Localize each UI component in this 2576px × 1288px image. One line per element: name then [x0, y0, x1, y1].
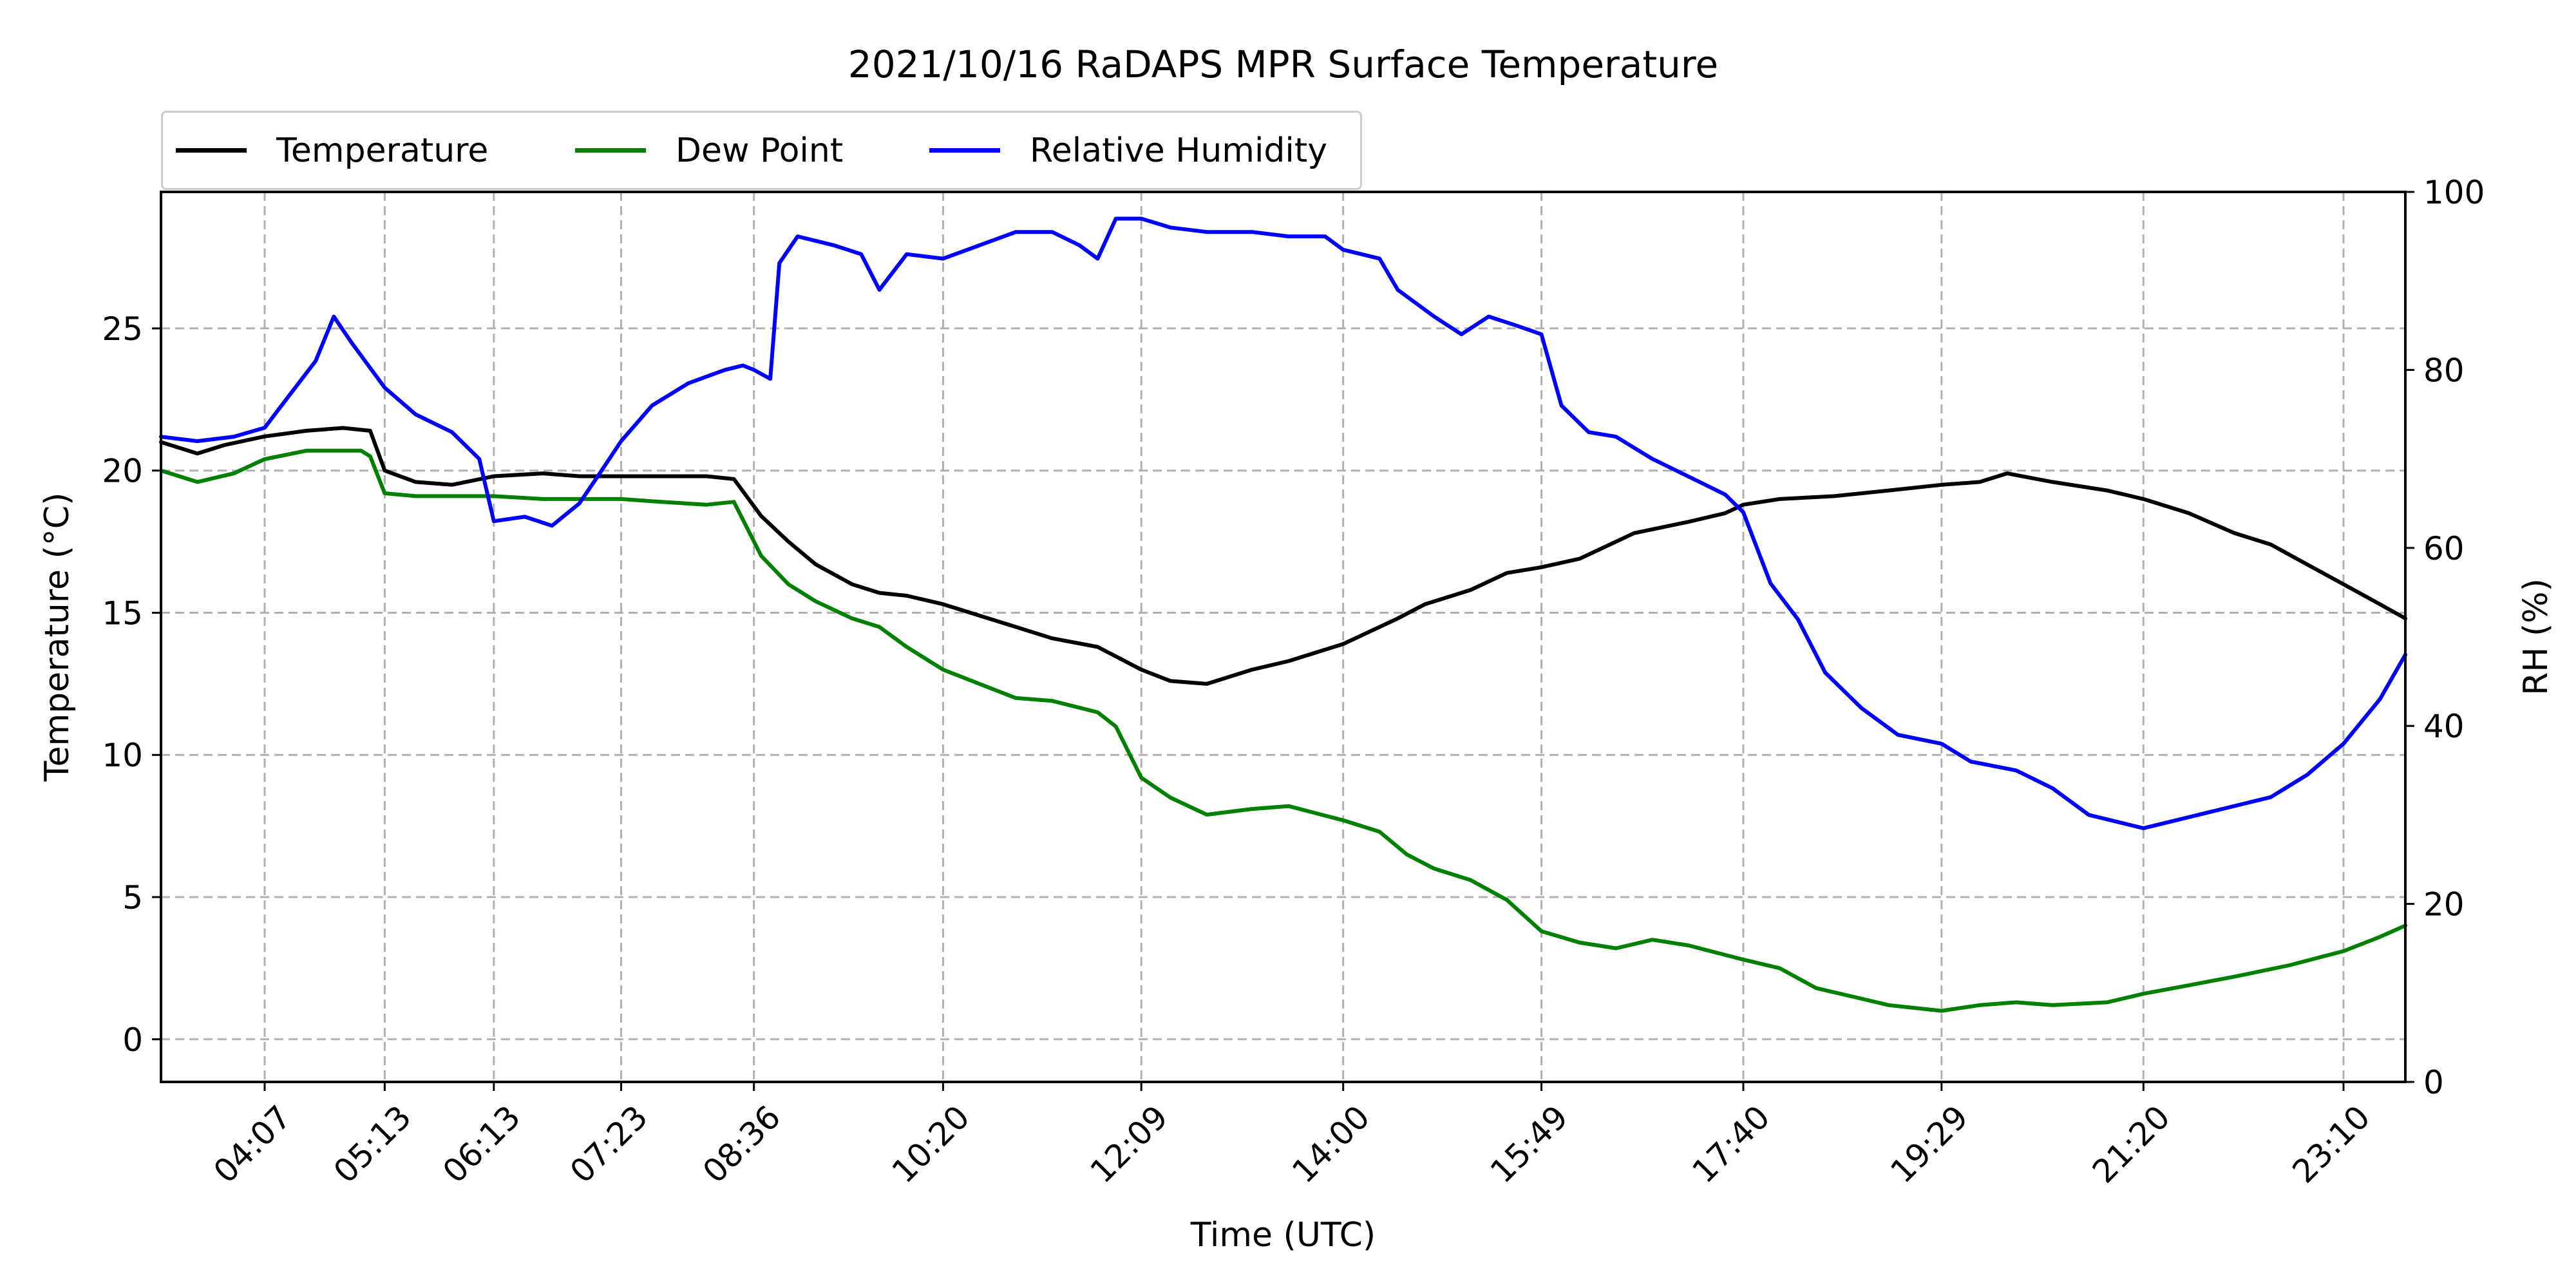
- plot-frame: [161, 192, 2405, 1082]
- x-tick-label: 07:23: [563, 1098, 655, 1190]
- x-tick-label: 19:29: [1883, 1098, 1975, 1190]
- legend-swatch-dew-point: [575, 148, 646, 153]
- y2-axis-label: RH (%): [2517, 578, 2555, 696]
- y2-tick-label: 100: [2423, 174, 2485, 211]
- legend-item-dew-point: Dew Point: [575, 113, 843, 188]
- y-tick-label: 5: [122, 879, 143, 916]
- legend-item-relative-humidity: Relative Humidity: [929, 113, 1327, 188]
- y2-tick-label: 60: [2423, 530, 2465, 567]
- chart-title: 2021/10/16 RaDAPS MPR Surface Temperatur…: [0, 43, 2566, 86]
- x-tick-label: 21:20: [2085, 1098, 2177, 1190]
- x-tick-label: 17:40: [1685, 1098, 1777, 1190]
- y-tick-label: 20: [102, 453, 143, 490]
- y-tick-label: 15: [102, 594, 143, 632]
- legend-swatch-relative-humidity: [929, 148, 1000, 153]
- series-line-temperature: [161, 428, 2405, 684]
- legend-item-temperature: Temperature: [176, 113, 488, 188]
- x-tick-label: 06:13: [435, 1098, 527, 1190]
- legend-swatch-temperature: [176, 148, 247, 153]
- y-axis-label: Temperature (°C): [38, 493, 77, 782]
- x-axis-label: Time (UTC): [1190, 1216, 1376, 1255]
- chart: 04:07 05:13 06:13 07:23 08:36 10:20 12:09 14:00…: [0, 0, 2576, 1288]
- x-tick-label: 14:00: [1285, 1098, 1377, 1190]
- legend-label-dew-point: Dew Point: [676, 131, 843, 170]
- x-tick-label: 08:36: [696, 1098, 788, 1190]
- x-tick-label: 23:10: [2286, 1098, 2378, 1190]
- series-line-dew-point: [161, 451, 2405, 1011]
- y2-tick-label: 40: [2423, 708, 2465, 745]
- y-tick-label: 25: [102, 310, 143, 348]
- x-tick-label: 04:07: [207, 1098, 299, 1190]
- x-tick-label: 12:09: [1083, 1098, 1175, 1190]
- y2-tick-label: 0: [2423, 1064, 2444, 1101]
- legend-label-relative-humidity: Relative Humidity: [1030, 131, 1327, 170]
- x-tick-label: 15:49: [1483, 1098, 1575, 1190]
- x-tick-label: 10:20: [885, 1098, 977, 1190]
- y-tick-label: 10: [102, 737, 143, 774]
- legend: Temperature Dew Point Relative Humidity: [161, 111, 1362, 190]
- legend-label-temperature: Temperature: [276, 131, 488, 170]
- y-tick-label: 0: [122, 1021, 143, 1059]
- y2-tick-label: 80: [2423, 352, 2465, 389]
- series-line-relative-humidity: [161, 219, 2405, 829]
- x-tick-label: 05:13: [327, 1098, 419, 1190]
- y2-tick-label: 20: [2423, 886, 2465, 923]
